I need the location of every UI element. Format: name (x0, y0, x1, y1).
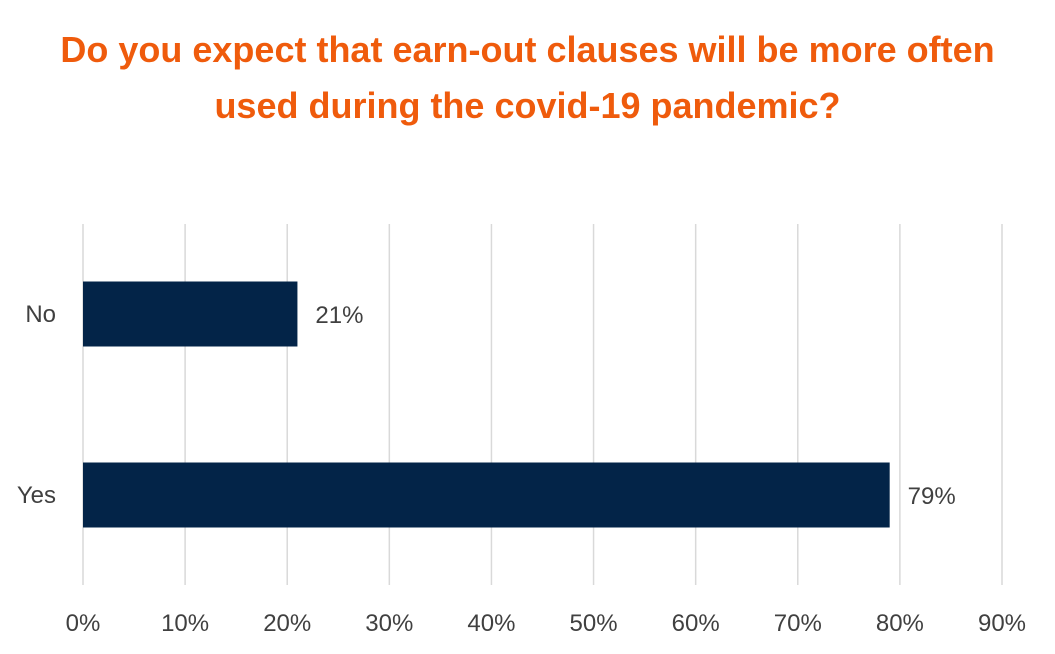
x-tick-label: 90% (978, 610, 1026, 637)
x-tick-label: 0% (66, 610, 101, 637)
data-label: 21% (315, 302, 363, 329)
chart-title: Do you expect that earn-out clauses will… (60, 29, 995, 126)
x-tick-label: 50% (570, 610, 618, 637)
x-tick-label: 40% (467, 610, 515, 637)
gridlines (82, 224, 1003, 585)
bar-yes (83, 462, 890, 528)
category-label: Yes (17, 482, 56, 509)
x-tick-label: 70% (774, 610, 822, 637)
x-tick-label: 10% (161, 610, 209, 637)
x-tick-label: 60% (672, 610, 720, 637)
bars (83, 281, 890, 528)
data-label: 79% (908, 483, 956, 510)
x-tick-label: 20% (263, 610, 311, 637)
x-tick-label: 80% (876, 610, 924, 637)
labels: 0% 10% 20% 30% 40% 50% 60% 70% 80% 90% No 21% Yes 79% (17, 301, 1026, 637)
x-tick-label: 30% (365, 610, 413, 637)
bar-no (83, 281, 298, 347)
category-label: No (25, 301, 56, 328)
